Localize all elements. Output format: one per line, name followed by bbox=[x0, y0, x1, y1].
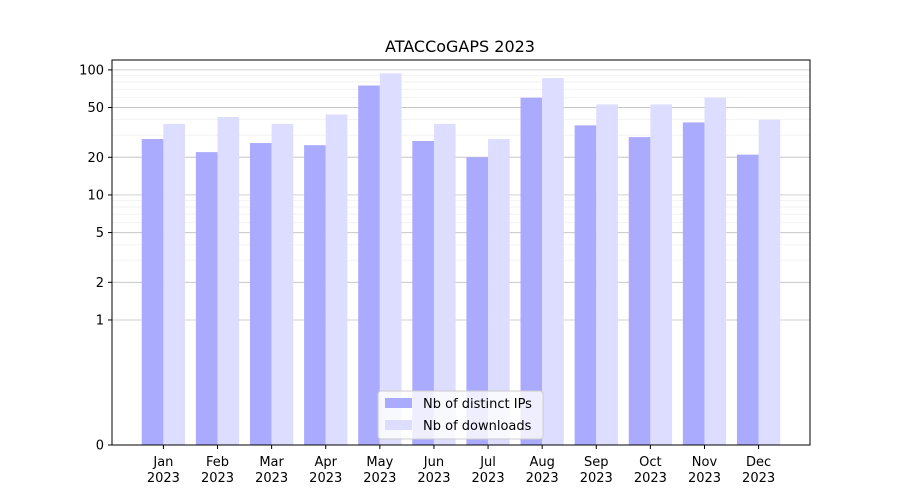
x-tick-label: Jan 2023 bbox=[147, 455, 180, 486]
x-tick-label: Sep 2023 bbox=[580, 455, 613, 486]
y-tick-label: 1 bbox=[96, 313, 104, 328]
bar-distinct-ips-dec bbox=[736, 154, 759, 445]
bar-distinct-ips-jan bbox=[141, 139, 164, 445]
x-tick-label: Aug 2023 bbox=[526, 455, 559, 486]
legend-swatch-distinct-ips bbox=[385, 398, 412, 408]
bar-downloads-feb bbox=[217, 117, 240, 445]
y-tick-label: 2 bbox=[96, 276, 104, 291]
bar-downloads-may bbox=[379, 73, 402, 445]
y-tick-label: 20 bbox=[87, 151, 104, 166]
bar-downloads-jan bbox=[163, 123, 186, 445]
bar-distinct-ips-jun bbox=[412, 141, 434, 445]
y-tick-label: 5 bbox=[96, 226, 104, 241]
y-tick-label: 100 bbox=[79, 63, 104, 78]
y-tick-label: 10 bbox=[87, 188, 104, 203]
bar-distinct-ips-jul bbox=[466, 157, 489, 446]
bar-downloads-sep bbox=[596, 104, 618, 446]
x-tick-label: Jun 2023 bbox=[417, 455, 450, 486]
legend-label-distinct-ips: Nb of distinct IPs bbox=[423, 397, 532, 412]
x-tick-label: Jul 2023 bbox=[472, 455, 505, 486]
chart-title: ATACCoGAPS 2023 bbox=[385, 37, 535, 56]
bar-downloads-mar bbox=[271, 123, 294, 445]
x-tick-label: Nov 2023 bbox=[688, 455, 721, 486]
bars bbox=[141, 73, 781, 446]
y-axis: 0 1 2 5 10 20 50 100 bbox=[79, 63, 112, 454]
x-tick-label: Apr 2023 bbox=[309, 455, 342, 486]
bar-downloads-jul bbox=[488, 139, 510, 445]
x-tick-label: Mar 2023 bbox=[255, 455, 288, 486]
x-axis: Jan 2023 Feb 2023 Mar 2023 Apr 2023 May 2023 Jun 20… bbox=[147, 445, 775, 486]
bar-distinct-ips-may bbox=[358, 85, 380, 446]
bar-downloads-aug bbox=[542, 78, 564, 445]
bar-distinct-ips-apr bbox=[304, 145, 326, 445]
x-tick-label: May 2023 bbox=[363, 455, 396, 486]
legend-swatch-downloads bbox=[385, 420, 412, 430]
y-tick-label: 0 bbox=[96, 439, 104, 454]
plot-frame bbox=[111, 59, 811, 446]
bar-distinct-ips-mar bbox=[249, 143, 272, 446]
x-tick-label: Feb 2023 bbox=[201, 455, 234, 486]
bar-downloads-dec bbox=[758, 119, 781, 445]
bar-distinct-ips-feb bbox=[195, 152, 218, 445]
bar-distinct-ips-sep bbox=[574, 125, 597, 445]
x-tick-label: Dec 2023 bbox=[742, 455, 775, 486]
legend-label-downloads: Nb of downloads bbox=[423, 419, 532, 434]
x-tick-label: Oct 2023 bbox=[634, 455, 667, 486]
bar-distinct-ips-oct bbox=[628, 137, 651, 445]
bar-distinct-ips-nov bbox=[682, 122, 705, 445]
bar-downloads-nov bbox=[704, 97, 727, 445]
bar-downloads-jun bbox=[433, 123, 456, 445]
bar-distinct-ips-aug bbox=[520, 97, 543, 445]
y-tick-label: 50 bbox=[87, 101, 104, 116]
legend: Nb of distinct IPs Nb of downloads bbox=[377, 390, 544, 440]
bar-downloads-apr bbox=[325, 114, 348, 445]
bar-downloads-oct bbox=[650, 104, 673, 446]
legend-box bbox=[377, 390, 544, 440]
